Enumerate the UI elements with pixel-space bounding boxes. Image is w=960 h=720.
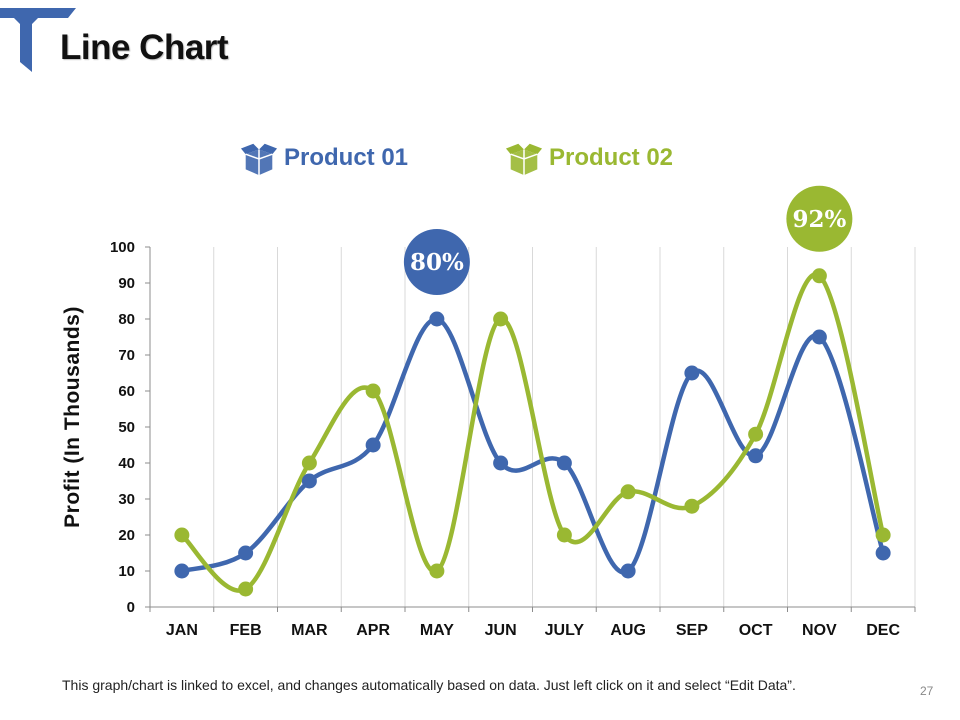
x-tick-label: SEP [676,622,708,639]
data-point[interactable] [748,448,764,464]
y-tick-label: 60 [118,383,135,400]
y-tick-label: 0 [127,599,135,616]
legend-label: Product 01 [284,144,409,171]
data-point[interactable] [556,455,572,471]
data-point[interactable] [238,581,254,597]
page-number: 27 [920,684,934,698]
data-point[interactable] [493,311,509,327]
x-tick-label: AUG [610,622,646,639]
y-axis-label: Profit (In Thousands) [61,306,84,528]
data-point[interactable] [493,455,509,471]
data-point[interactable] [875,527,891,543]
logo-mark [0,8,76,72]
callout-label: 80% [410,249,464,276]
data-point[interactable] [301,455,317,471]
y-tick-label: 90 [118,275,135,292]
y-tick-label: 40 [118,455,135,472]
y-tick-label: 100 [110,239,135,256]
x-tick-label: OCT [739,622,773,639]
x-tick-label: MAR [291,622,328,639]
x-tick-label: JULY [545,622,585,639]
data-point[interactable] [811,329,827,345]
data-point[interactable] [301,473,317,489]
x-tick-label: MAY [420,622,454,639]
legend-item-product-02[interactable]: Product 02 [505,136,673,180]
data-point[interactable] [429,311,445,327]
data-point[interactable] [174,527,190,543]
y-tick-label: 70 [118,347,135,364]
data-point[interactable] [811,268,827,284]
x-tick-label: FEB [230,622,262,639]
data-point[interactable] [238,545,254,561]
legend-label: Product 02 [549,144,674,171]
y-tick-label: 10 [118,563,135,580]
data-point[interactable] [684,365,700,381]
y-tick-label: 50 [118,419,135,436]
callout-badge [786,185,853,252]
data-point[interactable] [429,563,445,579]
footnote: This graph/chart is linked to excel, and… [62,677,796,693]
data-point[interactable] [365,437,381,453]
data-point[interactable] [620,484,636,500]
data-point[interactable] [748,426,764,442]
box-icon [240,143,278,176]
legend-item-product-01[interactable]: Product 01 [240,136,408,180]
x-tick-label: JAN [166,622,198,639]
x-tick-label: APR [356,622,390,639]
box-icon [505,143,543,176]
data-point[interactable] [365,383,381,399]
x-tick-label: NOV [802,622,837,639]
data-point[interactable] [875,545,891,561]
callout-badge [403,229,470,295]
x-tick-label: DEC [866,622,900,639]
y-tick-label: 80 [118,311,135,328]
y-tick-label: 20 [118,527,135,544]
callout-label: 92% [792,206,846,233]
data-point[interactable] [174,563,190,579]
y-tick-label: 30 [118,491,135,508]
chart-legend: Product 01 Product 02 [240,136,720,180]
data-point[interactable] [556,527,572,543]
x-tick-label: JUN [485,622,517,639]
data-point[interactable] [684,498,700,514]
page-title: Line Chart [60,28,229,67]
data-point[interactable] [620,563,636,579]
